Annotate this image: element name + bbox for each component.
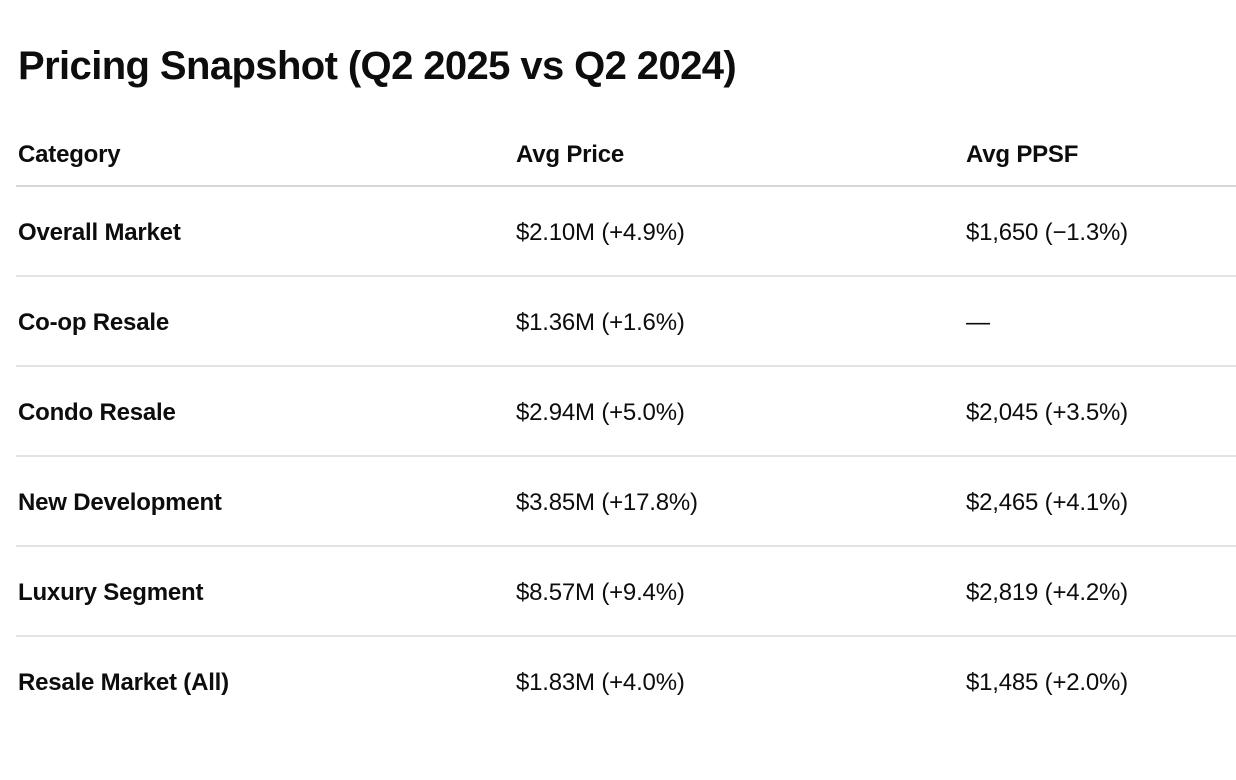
avg-price-cell: $2.10M (+4.9%) (516, 186, 966, 277)
avg-price-cell: $3.85M (+17.8%) (516, 456, 966, 547)
page: Pricing Snapshot (Q2 2025 vs Q2 2024) Ca… (0, 42, 1236, 725)
table-row: Condo Resale $2.94M (+5.0%) $2,045 (+3.5… (16, 366, 1236, 457)
column-header-avg-ppsf: Avg PPSF (966, 90, 1236, 187)
avg-ppsf-cell: — (966, 276, 1236, 367)
avg-ppsf-cell: $1,650 (−1.3%) (966, 186, 1236, 277)
avg-ppsf-cell: $2,045 (+3.5%) (966, 366, 1236, 457)
page-title: Pricing Snapshot (Q2 2025 vs Q2 2024) (18, 44, 737, 88)
avg-price-cell: $1.83M (+4.0%) (516, 669, 685, 696)
table-row: Co-op Resale $1.36M (+1.6%) — (16, 276, 1236, 367)
pricing-table: Category Avg Price Avg PPSF Overall Mark… (16, 90, 1236, 725)
column-header-category: Category (16, 90, 516, 187)
category-cell: New Development (16, 456, 516, 547)
avg-price-cell: $1.36M (+1.6%) (516, 276, 966, 367)
header-row: Category Avg Price Avg PPSF (16, 90, 1236, 187)
table-body: Overall Market $2.10M (+4.9%) $1,650 (−1… (16, 186, 1236, 725)
avg-price-cell: $2.94M (+5.0%) (516, 366, 966, 457)
category-cell: Overall Market (16, 186, 516, 277)
table-row: Resale Market (All) $1.83M (+4.0%) $1,48… (16, 636, 1236, 725)
avg-ppsf-cell: $2,465 (+4.1%) (966, 456, 1236, 547)
avg-price-cell: $8.57M (+9.4%) (516, 546, 966, 637)
column-header-avg-price: Avg Price (516, 90, 966, 187)
table-header: Category Avg Price Avg PPSF (16, 90, 1236, 187)
category-cell: Luxury Segment (16, 546, 516, 637)
category-cell: Condo Resale (16, 366, 516, 457)
category-cell: Resale Market (All) (18, 669, 229, 696)
avg-ppsf-cell: $1,485 (+2.0%) (966, 669, 1128, 696)
category-cell: Co-op Resale (16, 276, 516, 367)
table-row: Luxury Segment $8.57M (+9.4%) $2,819 (+4… (16, 546, 1236, 637)
table-row: New Development $3.85M (+17.8%) $2,465 (… (16, 456, 1236, 547)
avg-ppsf-cell: $2,819 (+4.2%) (966, 546, 1236, 637)
table-row: Overall Market $2.10M (+4.9%) $1,650 (−1… (16, 186, 1236, 277)
